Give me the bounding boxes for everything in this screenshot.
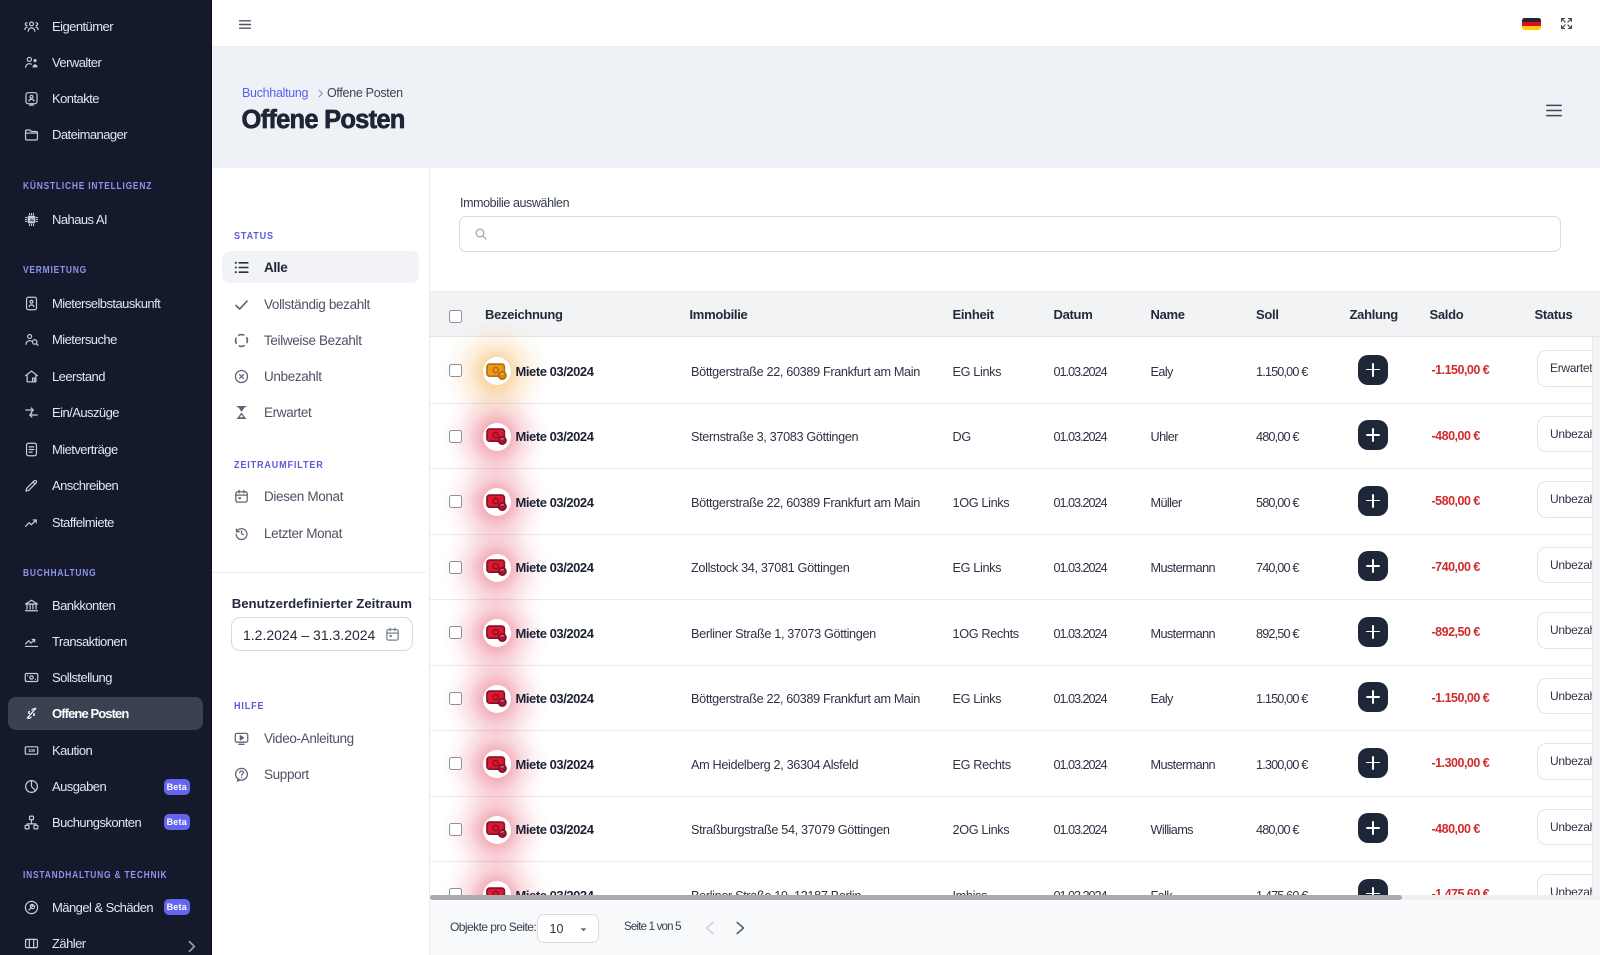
svg-text:100: 100 (28, 748, 35, 753)
svg-text:AI: AI (30, 217, 34, 222)
